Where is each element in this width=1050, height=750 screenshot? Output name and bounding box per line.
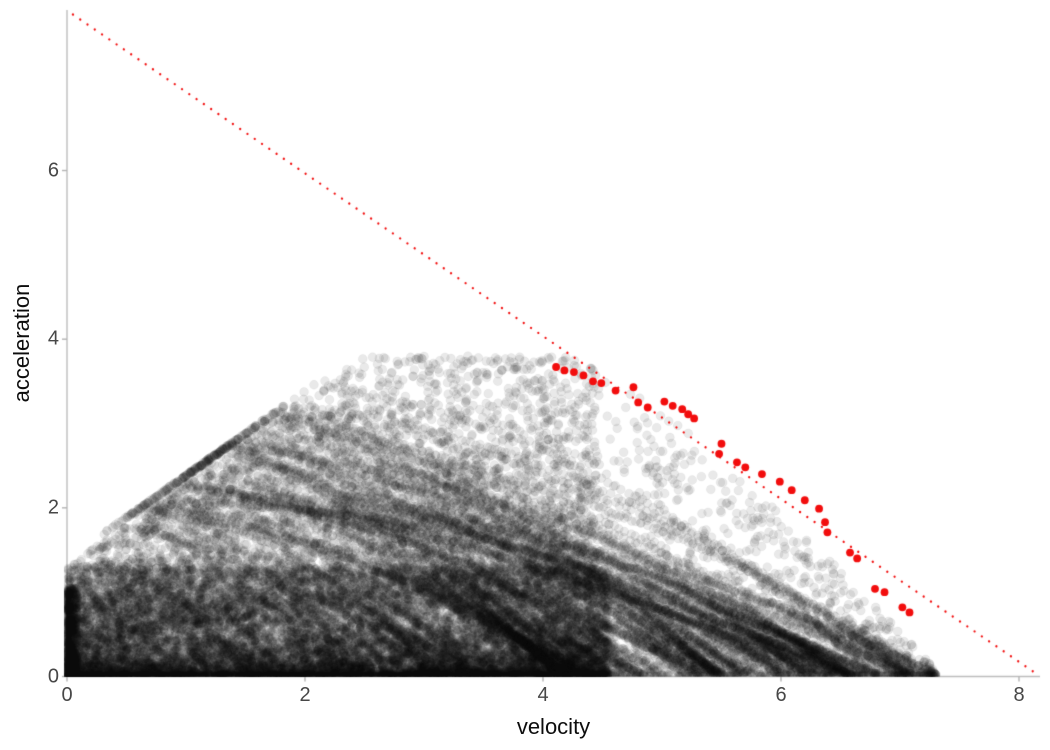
y-tick-label-2: 2 (47, 496, 59, 519)
x-tick-label-2: 2 (299, 684, 311, 706)
y-tick-label-0: 0 (47, 665, 59, 687)
x-tick-label-6: 6 (775, 684, 787, 706)
x-axis-title: velocity (516, 714, 591, 739)
y-tick-label-4: 4 (47, 327, 59, 350)
y-axis-title: acceleration (9, 283, 34, 403)
y-tick-label-6: 6 (47, 159, 59, 182)
x-tick-label-8: 8 (1013, 684, 1025, 706)
x-tick-label-4: 4 (537, 684, 549, 706)
x-tick-label-0: 0 (61, 684, 73, 706)
